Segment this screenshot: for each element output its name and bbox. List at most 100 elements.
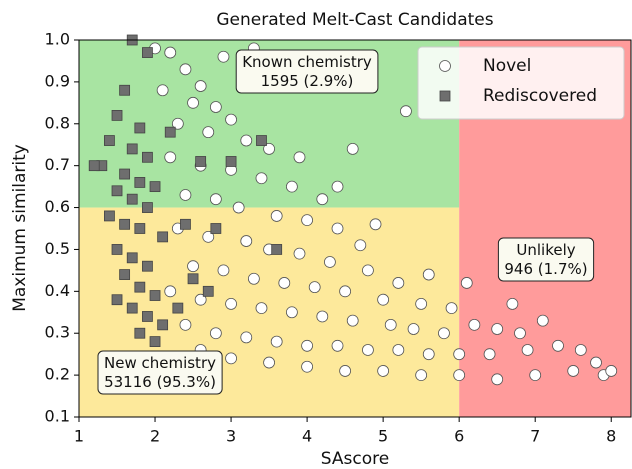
novel-point <box>369 218 382 231</box>
novel-point <box>240 235 253 247</box>
novel-point <box>445 302 458 314</box>
novel-point <box>506 297 519 310</box>
novel-point <box>209 193 222 206</box>
novel-point <box>392 277 405 289</box>
novel-point <box>552 339 564 352</box>
novel-point <box>240 331 253 344</box>
rediscovered-point <box>104 210 115 222</box>
novel-point <box>422 268 435 281</box>
annotation-box <box>235 49 379 94</box>
novel-point <box>285 306 298 319</box>
plot-frame <box>78 39 632 418</box>
rediscovered-point <box>134 223 146 234</box>
rediscovered-point <box>225 156 237 167</box>
novel-point <box>400 105 412 118</box>
legend-box <box>417 46 625 120</box>
rediscovered-point <box>172 302 184 314</box>
rediscovered-point <box>126 143 138 155</box>
annotation-text: Unlikely <box>516 241 575 259</box>
legend: Novel Rediscovered <box>417 46 625 120</box>
novel-point <box>331 180 344 193</box>
novel-point <box>164 151 177 164</box>
novel-point <box>339 365 352 377</box>
x-axis-label: SAscore <box>321 449 389 469</box>
novel-point <box>301 214 313 227</box>
novel-point <box>316 310 329 323</box>
x-tick-label: 6 <box>454 427 464 446</box>
novel-point <box>301 339 313 352</box>
y-tick-label: 0.7 <box>45 155 70 174</box>
novel-point <box>209 327 222 340</box>
novel-point <box>346 143 359 155</box>
novel-point <box>407 323 420 335</box>
rediscovered-point <box>180 218 191 230</box>
novel-point <box>422 348 435 361</box>
novel-point <box>468 318 481 331</box>
novel-point <box>362 264 374 277</box>
x-tick-label: 1 <box>74 427 84 446</box>
rediscovered-point <box>149 181 161 193</box>
annotation-text: Known chemistry <box>242 53 372 71</box>
x-tick-label: 8 <box>606 427 616 446</box>
novel-point <box>453 369 466 382</box>
rediscovered-point <box>142 260 153 272</box>
annotation-text: New chemistry <box>104 354 216 372</box>
novel-point <box>590 356 602 369</box>
novel-point <box>514 327 526 340</box>
annotation-box <box>497 237 595 282</box>
novel-point <box>339 285 352 298</box>
rediscovered-point <box>210 223 222 234</box>
novel-point <box>308 281 321 294</box>
novel-point <box>567 365 580 377</box>
x-tick-label: 5 <box>378 427 388 446</box>
rediscovered-point <box>187 273 199 285</box>
novel-point <box>529 369 542 382</box>
novel-point <box>255 172 268 185</box>
legend-label: Rediscovered <box>483 86 597 106</box>
rediscovered-point <box>142 151 153 163</box>
y-tick-label: 0.3 <box>45 323 70 342</box>
novel-point <box>574 344 587 356</box>
novel-point <box>263 143 275 155</box>
novel-point <box>536 314 549 327</box>
novel-point <box>179 63 192 76</box>
novel-point <box>194 80 207 92</box>
novel-point <box>255 302 268 314</box>
novel-point <box>179 189 192 201</box>
rediscovered-point <box>157 319 169 331</box>
rediscovered-point <box>134 122 146 134</box>
annotation-box <box>97 350 223 395</box>
novel-point <box>156 84 169 97</box>
rediscovered-point <box>111 185 123 197</box>
rediscovered-point <box>202 285 214 297</box>
annotation-text: 946 (1.7%) <box>504 260 587 278</box>
novel-point <box>270 335 283 348</box>
rediscovered-point <box>271 244 283 255</box>
novel-point <box>438 327 450 340</box>
novel-point <box>377 365 390 377</box>
novel-point <box>247 272 260 285</box>
novel-point <box>384 318 397 331</box>
legend-label: Novel <box>483 56 531 76</box>
novel-point <box>171 117 184 130</box>
novel-point <box>346 314 359 327</box>
novel-point <box>415 297 428 310</box>
rediscovered-point <box>134 281 146 293</box>
novel-point <box>331 222 344 235</box>
novel-point <box>225 352 237 365</box>
novel-point <box>491 323 504 335</box>
novel-point <box>194 293 207 306</box>
novel-point <box>293 151 306 164</box>
chart-title: Generated Melt-Cast Candidates <box>216 10 493 30</box>
annotation-text: 53116 (95.3%) <box>104 373 216 391</box>
novel-point <box>202 230 215 243</box>
novel-point <box>240 134 253 147</box>
novel-point <box>270 210 283 222</box>
novel-point <box>460 277 473 289</box>
x-tick-label: 3 <box>226 427 236 446</box>
novel-point <box>362 344 374 356</box>
